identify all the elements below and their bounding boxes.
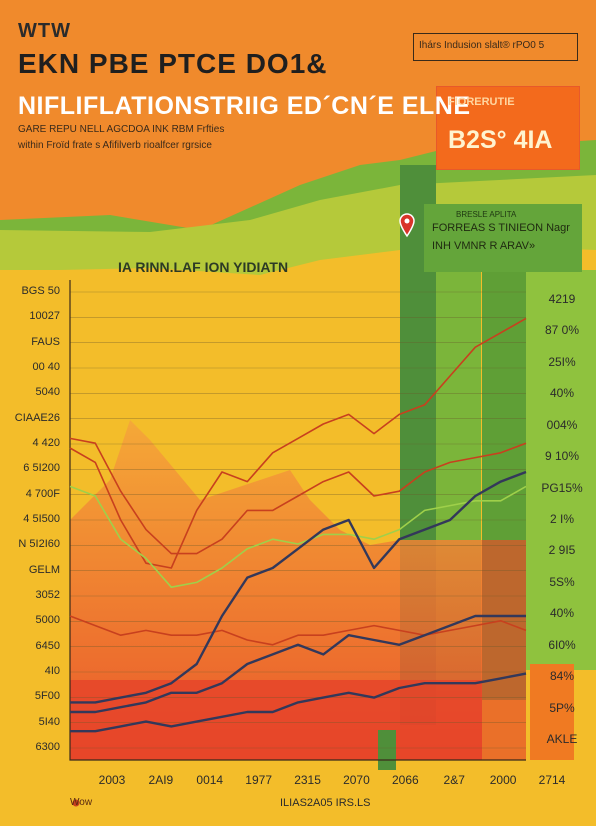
forecast-value: B2S° 4IA (448, 126, 553, 154)
poster-kicker: WTW (18, 20, 71, 42)
tagline: Ihárs Indusion slalt® rPO0 5 (419, 40, 545, 51)
legend-panel (424, 204, 582, 272)
y-tick-label: 4 5I500 (23, 513, 60, 525)
poster-subtitle-line-1: GARE REPU NELL AGCDOA INK RBM Frfties (18, 124, 225, 135)
footer-left: Wow (70, 797, 93, 808)
series-line-6 (70, 614, 526, 714)
x-tick-label: 2066 (391, 773, 419, 787)
chart-heading: IA RINN.LAF ION YIDIATN (118, 259, 289, 275)
y-tick-label: 6300 (35, 741, 60, 753)
y-tick-label: 5F00 (34, 690, 60, 703)
right-tick-label: 2 I% (549, 512, 574, 526)
y-tick-label: 3052 (35, 589, 60, 601)
x-tick-label: 2AI9 (148, 773, 174, 787)
y-tick-label: BGS 50 (21, 285, 60, 297)
x-tick-label: 2315 (294, 773, 321, 787)
y-tick-label: 6450 (35, 639, 60, 652)
y-tick-label: 4I0 (44, 665, 60, 677)
y-tick-label: GELM (28, 563, 60, 576)
poster-subtitle-line-2: within Froïd frate s Afifilverb rioalfce… (18, 140, 212, 151)
y-tick-label: 00 40 (32, 361, 60, 373)
y-tick-label: 4 700F (25, 487, 60, 500)
right-tick-label: AKLE (546, 732, 578, 746)
right-tick-label: 40% (549, 386, 575, 401)
x-tick-label: 2070 (343, 773, 370, 787)
right-tick-label: 5P% (549, 700, 575, 715)
x-tick-label: 2&7 (443, 773, 465, 787)
y-tick-label: 5I40 (38, 715, 60, 728)
right-tick-label: 84% (549, 669, 575, 684)
poster-title: NIFLIFLATIONSTRIIG ED´CN´E ELNE (18, 92, 471, 120)
right-tick-label: PG15% (541, 480, 583, 495)
y-tick-label: N 5I2I60 (18, 538, 60, 551)
series-line-2 (69, 437, 527, 555)
x-tick-label: 2714 (538, 773, 566, 787)
right-tick-label: 6I0% (548, 637, 576, 652)
chart-axes (69, 280, 526, 761)
right-tick-label: 004% (546, 417, 578, 432)
y-tick-label: 10027 (29, 310, 60, 323)
right-tick-label: 2 9I5 (548, 543, 576, 558)
right-tick-label: 4219 (548, 292, 576, 306)
y-tick-label: 4 420 (32, 437, 60, 449)
forecast-label: FIORERUTIE (448, 96, 515, 108)
x-tick-label: 0014 (196, 773, 224, 787)
forecast-panel (436, 86, 580, 170)
y-tick-label: CIAAE26 (14, 411, 60, 424)
series-line-7 (70, 672, 527, 733)
series-line-4 (69, 615, 527, 646)
y-tick-label: FAUS (31, 335, 60, 348)
series-line-1 (69, 317, 527, 569)
x-tick-label: 2000 (489, 773, 517, 787)
right-tick-label: 5S% (549, 574, 575, 589)
right-tick-label: 9 10% (544, 449, 580, 464)
location-pin-icon (399, 213, 415, 238)
right-tick-label: 25I% (548, 354, 576, 369)
tagline-box (413, 33, 578, 61)
series-line-5 (70, 470, 527, 704)
right-tick-label: 87 0% (544, 323, 580, 338)
legend-line-2: FORREAS S TINIEON Nagr (432, 222, 570, 234)
poster-headline: EKN PBE PTCE DO1& (18, 48, 328, 79)
y-tick-label: 5040 (35, 386, 60, 399)
legend-line-1: BRESLE APLITA (456, 210, 517, 219)
x-tick-label: 2003 (98, 773, 126, 787)
legend-line-3: INH VMNR R ARAV» (432, 240, 536, 252)
y-tick-label: 5000 (35, 614, 60, 627)
footer-dot-icon (72, 799, 80, 807)
y-tick-label: 6 5I200 (23, 462, 60, 475)
right-tick-label: 40% (549, 606, 575, 621)
footer-caption: ILIAS2A05 IRS.LS (280, 797, 371, 809)
x-tick-label: 1977 (245, 773, 272, 787)
series-line-3 (69, 485, 527, 588)
